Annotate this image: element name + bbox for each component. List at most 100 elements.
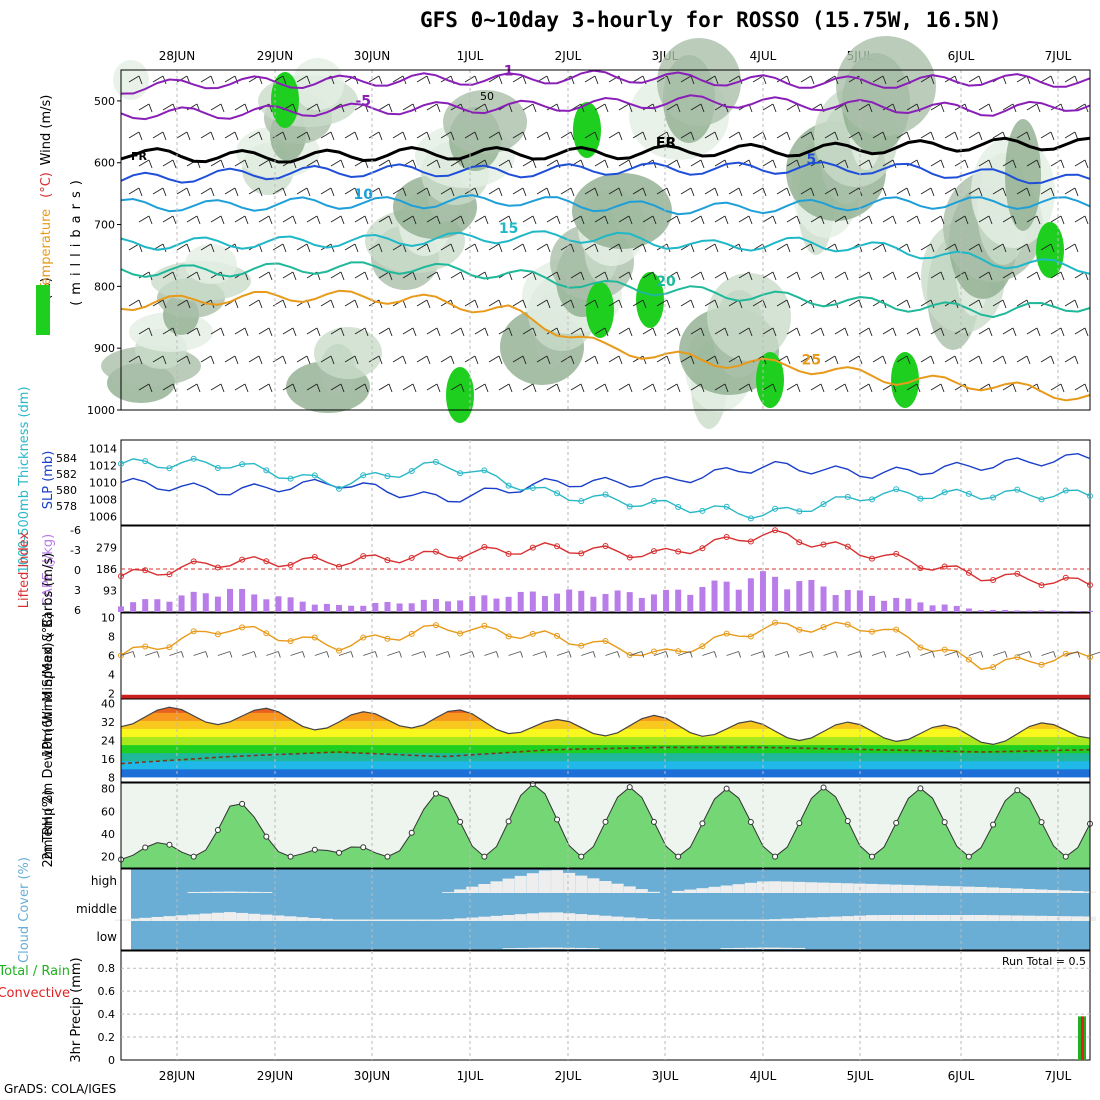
wind-barb <box>992 187 1007 197</box>
cape-bar <box>650 594 657 612</box>
cape-bar <box>360 605 367 612</box>
rh-moist-area <box>271 72 299 128</box>
li-series-marker <box>602 542 609 549</box>
cape-bar <box>929 605 936 612</box>
wind-barb-10m <box>920 651 935 658</box>
slp-tick: 1012 <box>89 460 117 473</box>
wind-barb <box>858 103 873 113</box>
wind-barb <box>546 383 561 393</box>
wind-barb-10m <box>605 651 620 658</box>
cloud-cell-high <box>635 889 648 893</box>
temperature-contour-1 <box>120 69 1091 95</box>
wind-barb <box>248 355 263 365</box>
cloud-cell-middle <box>720 919 733 921</box>
wind-ylabel: 10m Wind Speed & Barbs (m/s) <box>41 553 56 758</box>
precip-panel-frame <box>120 950 1091 1061</box>
wind-barb <box>762 215 777 225</box>
thickness-series-marker <box>868 496 875 503</box>
cloud-cell-low <box>563 947 576 949</box>
wind-barb <box>546 271 561 281</box>
temp-color-band <box>121 735 1090 746</box>
wind-barb <box>402 103 417 113</box>
precip-ylabel-text: 3hr Precip (mm) <box>69 957 84 1062</box>
wind-barb <box>282 383 297 393</box>
cloud-cell-middle <box>708 919 721 921</box>
wind-barb <box>920 299 935 309</box>
wind-barb-10m <box>896 651 911 658</box>
cape-tick: 186 <box>96 563 117 576</box>
cape-bar <box>263 599 270 612</box>
wind-barb <box>426 383 441 393</box>
thickness-series-marker <box>820 501 827 508</box>
wind-barb <box>344 131 359 141</box>
cape-bar <box>118 606 124 612</box>
li-tick: 6 <box>74 604 81 617</box>
wind-barb <box>584 131 599 141</box>
cape-bar <box>457 600 464 612</box>
thickness-series-marker <box>1038 496 1045 503</box>
wind-barb <box>642 215 657 225</box>
wind-barb <box>1002 327 1017 337</box>
upper-air-ylabel-part: Temperature <box>39 209 54 292</box>
temp-color-band <box>121 759 1090 770</box>
cloud-cell-high <box>684 889 697 893</box>
wind-barb <box>1026 327 1041 337</box>
wind-barb <box>762 327 777 337</box>
wind-barb <box>608 187 623 197</box>
wind-barb <box>906 327 921 337</box>
cloud-cell-middle <box>974 915 987 921</box>
wind-speed-series-marker <box>214 631 221 638</box>
li-series <box>120 529 1091 586</box>
rh-marker <box>868 853 875 860</box>
cape-bar <box>130 602 137 612</box>
wind-barb <box>656 187 671 197</box>
cloud-cell-high <box>769 881 782 893</box>
wind-barb <box>128 355 143 365</box>
wind-barb <box>296 355 311 365</box>
wind-barb <box>1074 215 1089 225</box>
wind-barb <box>608 243 623 253</box>
cloud-cell-high <box>187 891 200 893</box>
cloud-cell-middle <box>660 919 673 921</box>
wind-barb <box>968 75 983 85</box>
wind-barb <box>800 75 815 85</box>
cape-bar <box>493 598 500 612</box>
wind-barb <box>224 75 239 85</box>
cloud-cell-middle <box>1023 915 1036 921</box>
cape-bar <box>420 599 427 612</box>
wind-barb <box>1016 131 1031 141</box>
wind-speed-series-marker <box>118 652 124 659</box>
wind-barb <box>786 383 801 393</box>
wind-barb <box>128 299 143 309</box>
cloud-cell-middle <box>890 915 903 921</box>
wind-barb <box>402 271 417 281</box>
wind-barb <box>210 383 225 393</box>
y-tick-label: 700 <box>94 219 115 232</box>
wind-barb <box>440 187 455 197</box>
thickness-series-marker <box>723 503 730 510</box>
cloud-cell-middle <box>987 915 1000 921</box>
rh-marker <box>529 780 536 787</box>
wind-barb <box>680 131 695 141</box>
cloud-cell-high <box>224 891 237 893</box>
wind-speed-series-marker <box>408 630 415 637</box>
wind-barb <box>882 215 897 225</box>
cloud-cell-high <box>950 886 963 893</box>
wind-barb <box>690 383 705 393</box>
wind-barb <box>282 215 297 225</box>
wind-barb <box>344 355 359 365</box>
wind-barb <box>618 271 633 281</box>
thickness-series-marker <box>457 470 464 477</box>
wind-barb <box>258 215 273 225</box>
rh-marker <box>965 853 972 860</box>
wind-speed-series-marker <box>893 626 900 633</box>
cloud-cell-middle <box>575 914 588 921</box>
wind-barb <box>536 243 551 253</box>
wind-barb-10m <box>750 651 766 658</box>
wind-barb <box>666 103 681 113</box>
cloud-cell-high <box>902 884 915 893</box>
wind-barb <box>618 383 633 393</box>
wind-barb <box>752 187 767 197</box>
li-series-marker <box>578 550 585 557</box>
rh-shading <box>836 36 936 136</box>
